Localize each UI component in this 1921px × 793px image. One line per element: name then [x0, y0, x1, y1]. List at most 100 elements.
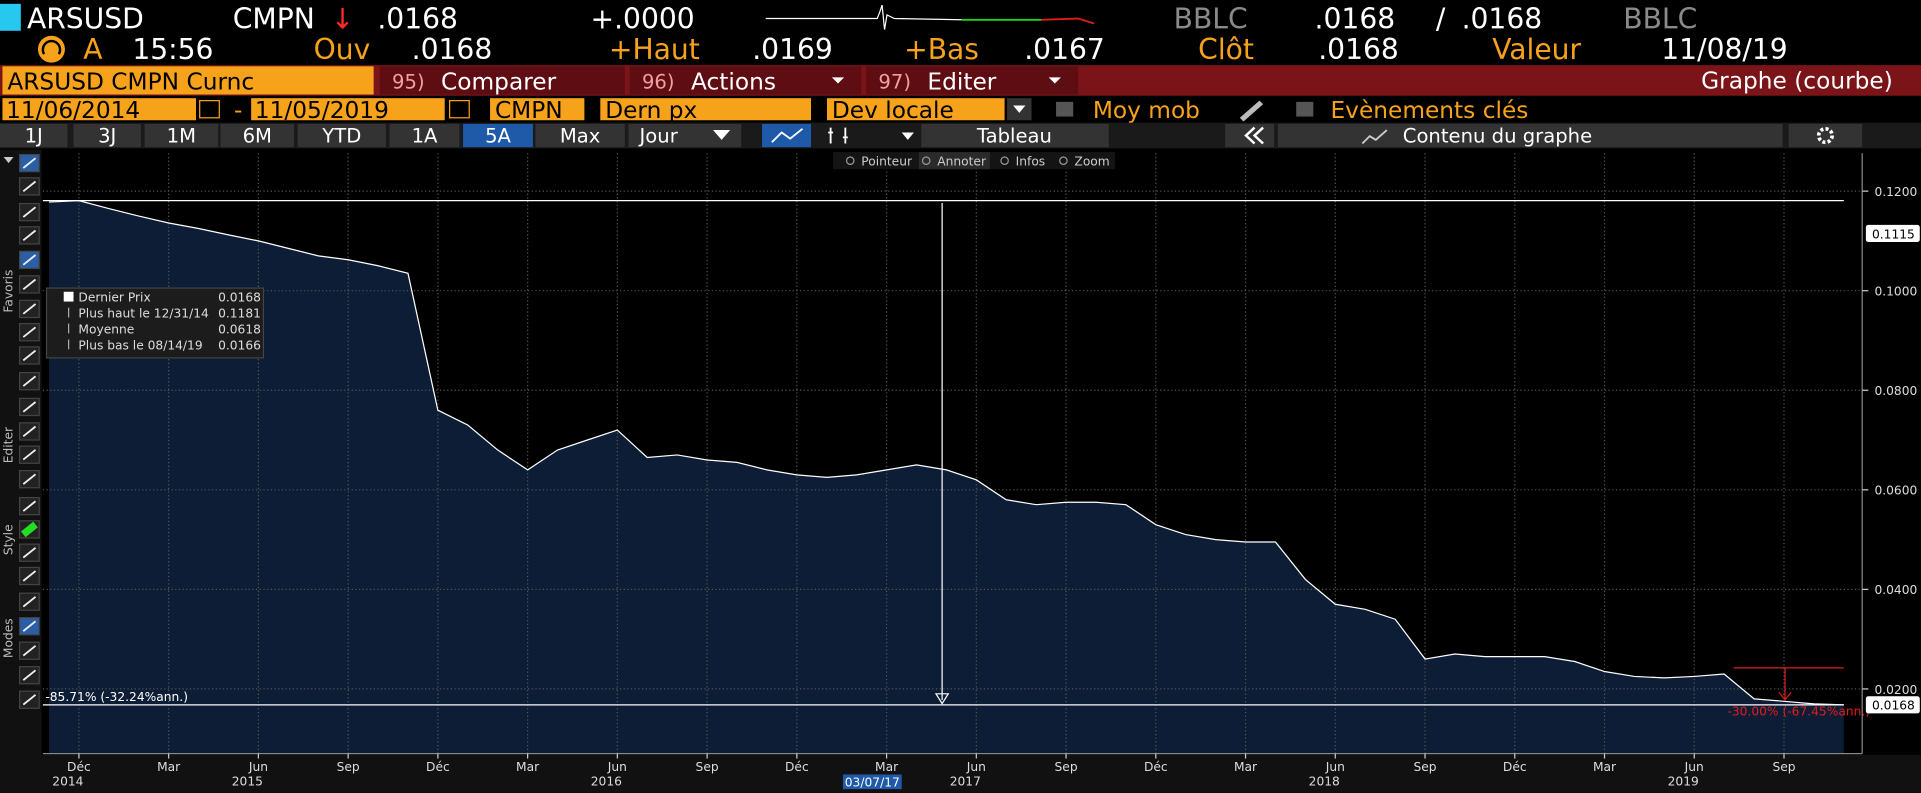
- period-button[interactable]: [144, 123, 219, 148]
- start-field[interactable]: [2, 98, 197, 121]
- last-price: .0168: [377, 2, 458, 35]
- x-tick-label: Mar: [1234, 760, 1258, 774]
- y-tick-label: 0.1000: [1874, 285, 1917, 299]
- tool-icon[interactable]: [1000, 156, 1009, 165]
- security-input[interactable]: [2, 66, 374, 95]
- clock-icon-mark: [41, 39, 62, 55]
- view-label: Graphe (courbe): [1701, 67, 1893, 94]
- contents: Contenu du graphe: [1403, 124, 1592, 147]
- x-tick-label: Sep: [1055, 760, 1078, 774]
- collapse-triangle[interactable]: [3, 156, 14, 164]
- tool-glyph: [22, 547, 37, 559]
- ask-source: BBLC: [1623, 2, 1697, 35]
- x-tick-label: Déc: [426, 760, 450, 774]
- period-label: 3J: [98, 124, 116, 147]
- period-button[interactable]: [463, 123, 533, 148]
- date-dash: -: [234, 97, 242, 124]
- year-label: 2018: [1309, 774, 1340, 788]
- field-field[interactable]: [600, 98, 812, 121]
- legend-value: 0.0618: [218, 322, 261, 336]
- bar-icon[interactable]: [828, 127, 848, 144]
- spark-red: [1041, 17, 1095, 25]
- calendar-icon[interactable]: [199, 100, 220, 119]
- button-number: 97): [878, 70, 911, 93]
- cursor-value: 0.1115: [1872, 227, 1915, 241]
- x-tick-label: Mar: [1593, 760, 1617, 774]
- legend-value: 0.1181: [218, 306, 261, 320]
- gear-icon: [1816, 126, 1835, 145]
- period-button[interactable]: [297, 123, 386, 148]
- tool-icon[interactable]: [921, 156, 931, 165]
- low: .0167: [1024, 33, 1105, 66]
- sparkline: [765, 4, 1095, 30]
- sidebar-label: Style: [1, 524, 15, 555]
- tool-label: Zoom: [1074, 155, 1109, 169]
- y-tick-label: 0.0400: [1874, 583, 1917, 597]
- tool-glyph: [22, 620, 37, 632]
- tool-glyph: [22, 570, 37, 582]
- x-tick-label: Mar: [157, 760, 181, 774]
- collapse-button[interactable]: [1225, 123, 1275, 148]
- sidebar-label: Modes: [1, 618, 15, 658]
- table-button[interactable]: [921, 123, 1109, 148]
- currency-field[interactable]: [826, 98, 1005, 121]
- pen-icon[interactable]: [1239, 100, 1264, 122]
- tool-glyph: [20, 521, 38, 538]
- y-tick-label: 0.0800: [1874, 384, 1917, 398]
- separator: /: [1436, 2, 1446, 35]
- button-number: 96): [642, 70, 675, 93]
- period-button[interactable]: [389, 123, 460, 148]
- command-button[interactable]: [379, 66, 625, 95]
- calendar-icon[interactable]: [449, 100, 470, 119]
- value-date: 11/08/19: [1661, 33, 1787, 66]
- close: .0168: [1318, 33, 1399, 66]
- tool-glyph: [22, 254, 37, 266]
- checkbox[interactable]: [1056, 101, 1074, 117]
- close-label: Clôt: [1198, 33, 1254, 66]
- frequency-button[interactable]: [628, 123, 742, 148]
- x-tick-label: Mar: [516, 760, 540, 774]
- tool-icon[interactable]: [1059, 156, 1068, 165]
- table: Tableau: [976, 124, 1052, 147]
- contents-icon: [1361, 129, 1388, 145]
- tool-glyph: [22, 157, 37, 169]
- key-events: Evènements clés: [1330, 97, 1528, 124]
- checkbox[interactable]: [1296, 101, 1314, 117]
- dropdown-arrow: [1013, 105, 1026, 113]
- ticker: ARSUSD: [27, 2, 144, 35]
- tool-glyph: [22, 278, 37, 291]
- change: +.0000: [591, 2, 695, 35]
- y-tick-label: 0.0600: [1874, 484, 1917, 498]
- period-button[interactable]: [535, 123, 625, 148]
- tool-glyph: [22, 694, 37, 706]
- last-value: 0.0168: [1872, 699, 1915, 713]
- tool-glyph: [22, 303, 37, 315]
- clock-icon[interactable]: [37, 35, 65, 63]
- settings-button[interactable]: [1788, 123, 1863, 148]
- last-value-box: [1865, 696, 1920, 714]
- year-label: 2019: [1668, 774, 1699, 788]
- arrow-head: [934, 693, 950, 705]
- dropdown-arrow[interactable]: [901, 132, 914, 140]
- dropdown-arrow: [831, 77, 845, 84]
- x-tick-label: Jun: [607, 760, 627, 774]
- period-button[interactable]: [0, 123, 68, 148]
- dropdown-arrow: [713, 130, 731, 140]
- tool-glyph: [22, 596, 37, 608]
- end-field[interactable]: [251, 98, 445, 121]
- command-button[interactable]: [629, 66, 862, 95]
- period-button[interactable]: [73, 123, 141, 148]
- source-field[interactable]: [490, 98, 585, 121]
- command-button[interactable]: [866, 66, 1079, 95]
- value-label: Valeur: [1492, 33, 1581, 66]
- line-icon: [771, 128, 804, 143]
- chart: 0.0200 0.0400 0.0600 0.0800 0.1000 0.1200 Déc M…: [0, 153, 1921, 793]
- contents-button[interactable]: [1277, 123, 1783, 148]
- tool-icon[interactable]: [845, 156, 855, 165]
- y-tick-label: 0.1200: [1874, 185, 1917, 199]
- period-button[interactable]: [220, 123, 295, 148]
- date-marker: 03/07/17: [845, 776, 900, 790]
- tool-glyph: [22, 645, 37, 657]
- x-tick-label: Jun: [966, 760, 986, 774]
